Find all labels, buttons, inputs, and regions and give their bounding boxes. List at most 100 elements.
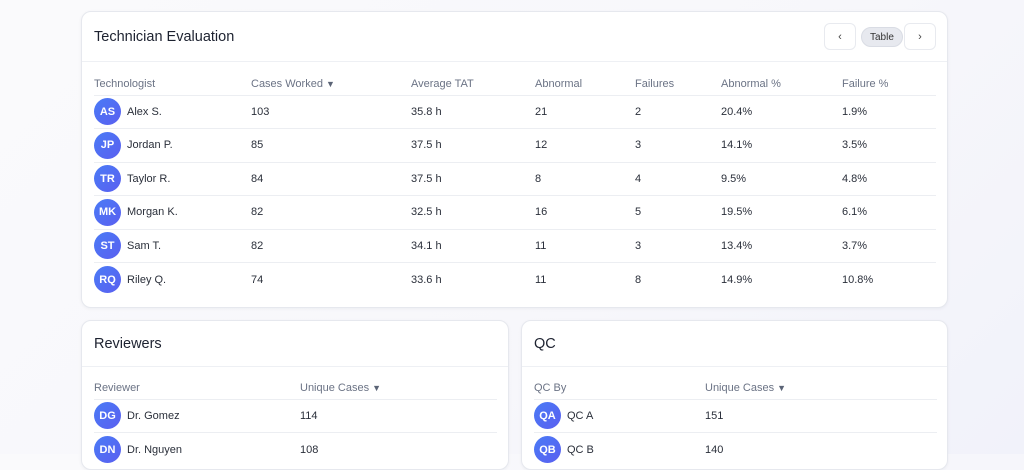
person-cell: RQ Riley Q.: [94, 266, 251, 293]
person-name: QC A: [567, 409, 594, 422]
qc-table: QC By Unique Cases ▼ QA QC A 151 QB QC B 140: [534, 377, 937, 466]
avatar: QA: [534, 402, 561, 430]
cell-fail-pct: 3.7%: [842, 229, 936, 263]
sort-desc-icon: ▼: [372, 382, 382, 393]
cell-cases: 103: [251, 95, 411, 129]
cell-failures: 4: [635, 162, 721, 196]
cell-cases: 82: [251, 229, 411, 263]
table-row[interactable]: JP Jordan P. 85 37.5 h 12 3 14.1% 3.5%: [94, 128, 936, 163]
sort-desc-icon: ▼: [777, 382, 787, 393]
cell-abn-pct: 13.4%: [721, 229, 842, 263]
person-cell: QB QC B: [534, 436, 705, 463]
column-header-average-tat[interactable]: Average TAT: [411, 73, 535, 96]
table-row[interactable]: DN Dr. Nguyen 108: [94, 433, 497, 467]
avatar: DN: [94, 436, 121, 463]
cell-tat: 37.5 h: [411, 162, 535, 196]
cell-tat: 35.8 h: [411, 95, 535, 129]
column-header-abnormal[interactable]: Abnormal: [535, 73, 635, 96]
cell-abnormal: 11: [535, 273, 547, 286]
column-header-technologist[interactable]: Technologist: [94, 73, 251, 96]
column-label: Unique Cases: [705, 381, 775, 394]
person-cell: JP Jordan P.: [94, 131, 251, 159]
table-row[interactable]: RQ Riley Q. 74 33.6 h 11 8 14.9% 10.8%: [94, 263, 936, 297]
card-header: Reviewers: [82, 321, 508, 367]
cell-abn-pct: 19.5%: [721, 195, 842, 230]
table-row[interactable]: TR Taylor R. 84 37.5 h 8 4 9.5% 4.8%: [94, 162, 936, 196]
person-name: Jordan P.: [127, 139, 173, 152]
person-name: QC B: [567, 443, 594, 456]
cell-abn-pct: 9.5%: [721, 162, 842, 196]
card-title: Technician Evaluation: [94, 28, 235, 45]
cell-failures: 3: [635, 229, 721, 263]
table-row[interactable]: ST Sam T. 82 34.1 h 11 3 13.4% 3.7%: [94, 229, 936, 263]
cell-abnormal: 21: [535, 95, 635, 129]
column-header-unique-cases[interactable]: Unique Cases ▼: [300, 377, 497, 400]
table-row[interactable]: AS Alex S. 103 35.8 h 21 2 20.4% 1.9%: [94, 95, 936, 129]
person-cell: AS Alex S.: [94, 98, 251, 126]
person-name: Dr. Gomez: [127, 409, 180, 422]
cell-cases: 84: [251, 162, 411, 196]
column-header-abnormal-pct[interactable]: Abnormal %: [721, 73, 842, 96]
table-row[interactable]: MK Morgan K. 82 32.5 h 16 5 19.5% 6.1%: [94, 195, 936, 230]
person-cell: DN Dr. Nguyen: [94, 436, 300, 463]
person-name: Riley Q.: [127, 273, 167, 286]
card-header: Technician Evaluation ‹ Table ›: [82, 12, 947, 62]
cell-fail-pct: 4.8%: [842, 162, 936, 196]
column-header-cases-worked[interactable]: Cases Worked ▼: [251, 73, 411, 96]
person-cell: MK Morgan K.: [94, 198, 251, 226]
column-label: Unique Cases: [300, 381, 370, 394]
cell-unique-cases: 140: [705, 443, 724, 456]
cell-unique-cases: 114: [300, 399, 497, 433]
cell-abn-pct: 14.9%: [721, 273, 753, 286]
cell-abn-pct: 20.4%: [721, 95, 842, 129]
avatar: ST: [94, 232, 121, 260]
avatar: RQ: [94, 266, 121, 293]
person-cell: DG Dr. Gomez: [94, 402, 300, 430]
next-button[interactable]: ›: [904, 23, 936, 50]
cell-failures: 8: [635, 273, 642, 286]
person-name: Alex S.: [127, 105, 162, 118]
cell-failures: 2: [635, 95, 721, 129]
cell-fail-pct: 1.9%: [842, 95, 936, 129]
avatar: JP: [94, 131, 121, 159]
person-cell: TR Taylor R.: [94, 165, 251, 193]
cell-tat: 34.1 h: [411, 229, 535, 263]
qc-card: QC QC By Unique Cases ▼ QA QC A 151 QB QC B 1…: [521, 320, 948, 470]
column-header-failures[interactable]: Failures: [635, 73, 721, 96]
table-row[interactable]: QB QC B 140: [534, 433, 937, 467]
sort-desc-icon: ▼: [326, 78, 335, 89]
cell-unique-cases: 108: [300, 443, 319, 456]
cell-fail-pct: 6.1%: [842, 195, 936, 230]
cell-failures: 5: [635, 195, 721, 230]
cell-abnormal: 11: [535, 229, 635, 263]
technician-evaluation-card: Technician Evaluation ‹ Table › Technolo…: [81, 11, 948, 308]
column-header-unique-cases[interactable]: Unique Cases ▼: [705, 377, 937, 400]
cell-cases: 74: [251, 273, 264, 286]
cell-abnormal: 12: [535, 128, 635, 163]
cell-abn-pct: 14.1%: [721, 128, 842, 163]
avatar: MK: [94, 198, 121, 226]
column-header-failure-pct[interactable]: Failure %: [842, 73, 936, 96]
column-header-qc-by[interactable]: QC By: [534, 377, 705, 400]
table-row[interactable]: QA QC A 151: [534, 399, 937, 433]
column-header-reviewer[interactable]: Reviewer: [94, 377, 300, 400]
card-title: QC: [534, 335, 556, 352]
person-name: Dr. Nguyen: [127, 443, 183, 456]
person-name: Taylor R.: [127, 172, 171, 185]
avatar: QB: [534, 436, 561, 463]
cell-tat: 37.5 h: [411, 128, 535, 163]
previous-button[interactable]: ‹: [824, 23, 856, 50]
table-row[interactable]: DG Dr. Gomez 114: [94, 399, 497, 433]
cell-abnormal: 16: [535, 195, 635, 230]
avatar: DG: [94, 402, 121, 430]
card-header: QC: [522, 321, 947, 367]
cell-tat: 32.5 h: [411, 195, 535, 230]
avatar: TR: [94, 165, 121, 193]
cell-abnormal: 8: [535, 162, 635, 196]
view-toggle-table[interactable]: Table: [861, 27, 903, 47]
person-cell: QA QC A: [534, 402, 705, 430]
card-title: Reviewers: [94, 335, 162, 352]
cell-failures: 3: [635, 128, 721, 163]
column-label: Cases Worked: [251, 77, 323, 90]
cell-fail-pct: 3.5%: [842, 128, 936, 163]
